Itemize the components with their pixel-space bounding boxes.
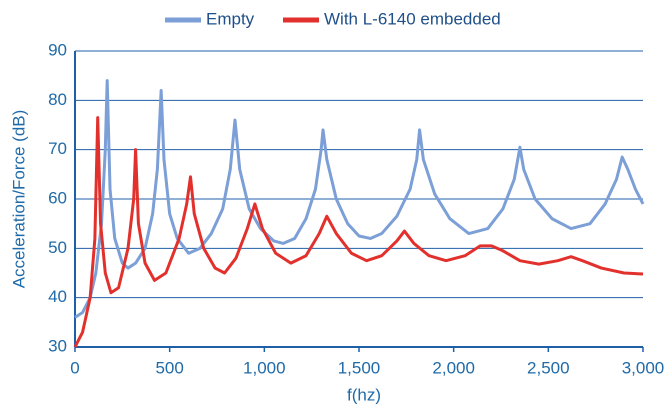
legend-label: With L-6140 embedded [324,9,501,28]
x-tick-label: 2,500 [527,358,570,377]
x-tick-label: 500 [155,358,183,377]
x-axis-title: f(hz) [347,385,381,404]
y-tick-label: 50 [48,238,67,257]
series-line [74,79,645,319]
y-axis-title: Acceleration/Force (dB) [9,110,28,289]
x-tick-label: 0 [70,358,79,377]
y-tick-label: 30 [48,336,67,355]
y-tick-label: 80 [48,90,67,109]
y-tick-label: 60 [48,188,67,207]
x-tick-label: 2,000 [432,358,475,377]
series-line [73,116,644,348]
y-tick-label: 90 [48,40,67,59]
y-tick-label: 40 [48,287,67,306]
x-tick-label: 3,000 [622,358,665,377]
x-tick-label: 1,500 [338,358,381,377]
legend-label: Empty [206,9,255,28]
y-tick-label: 70 [48,139,67,158]
x-tick-label: 1,000 [243,358,286,377]
